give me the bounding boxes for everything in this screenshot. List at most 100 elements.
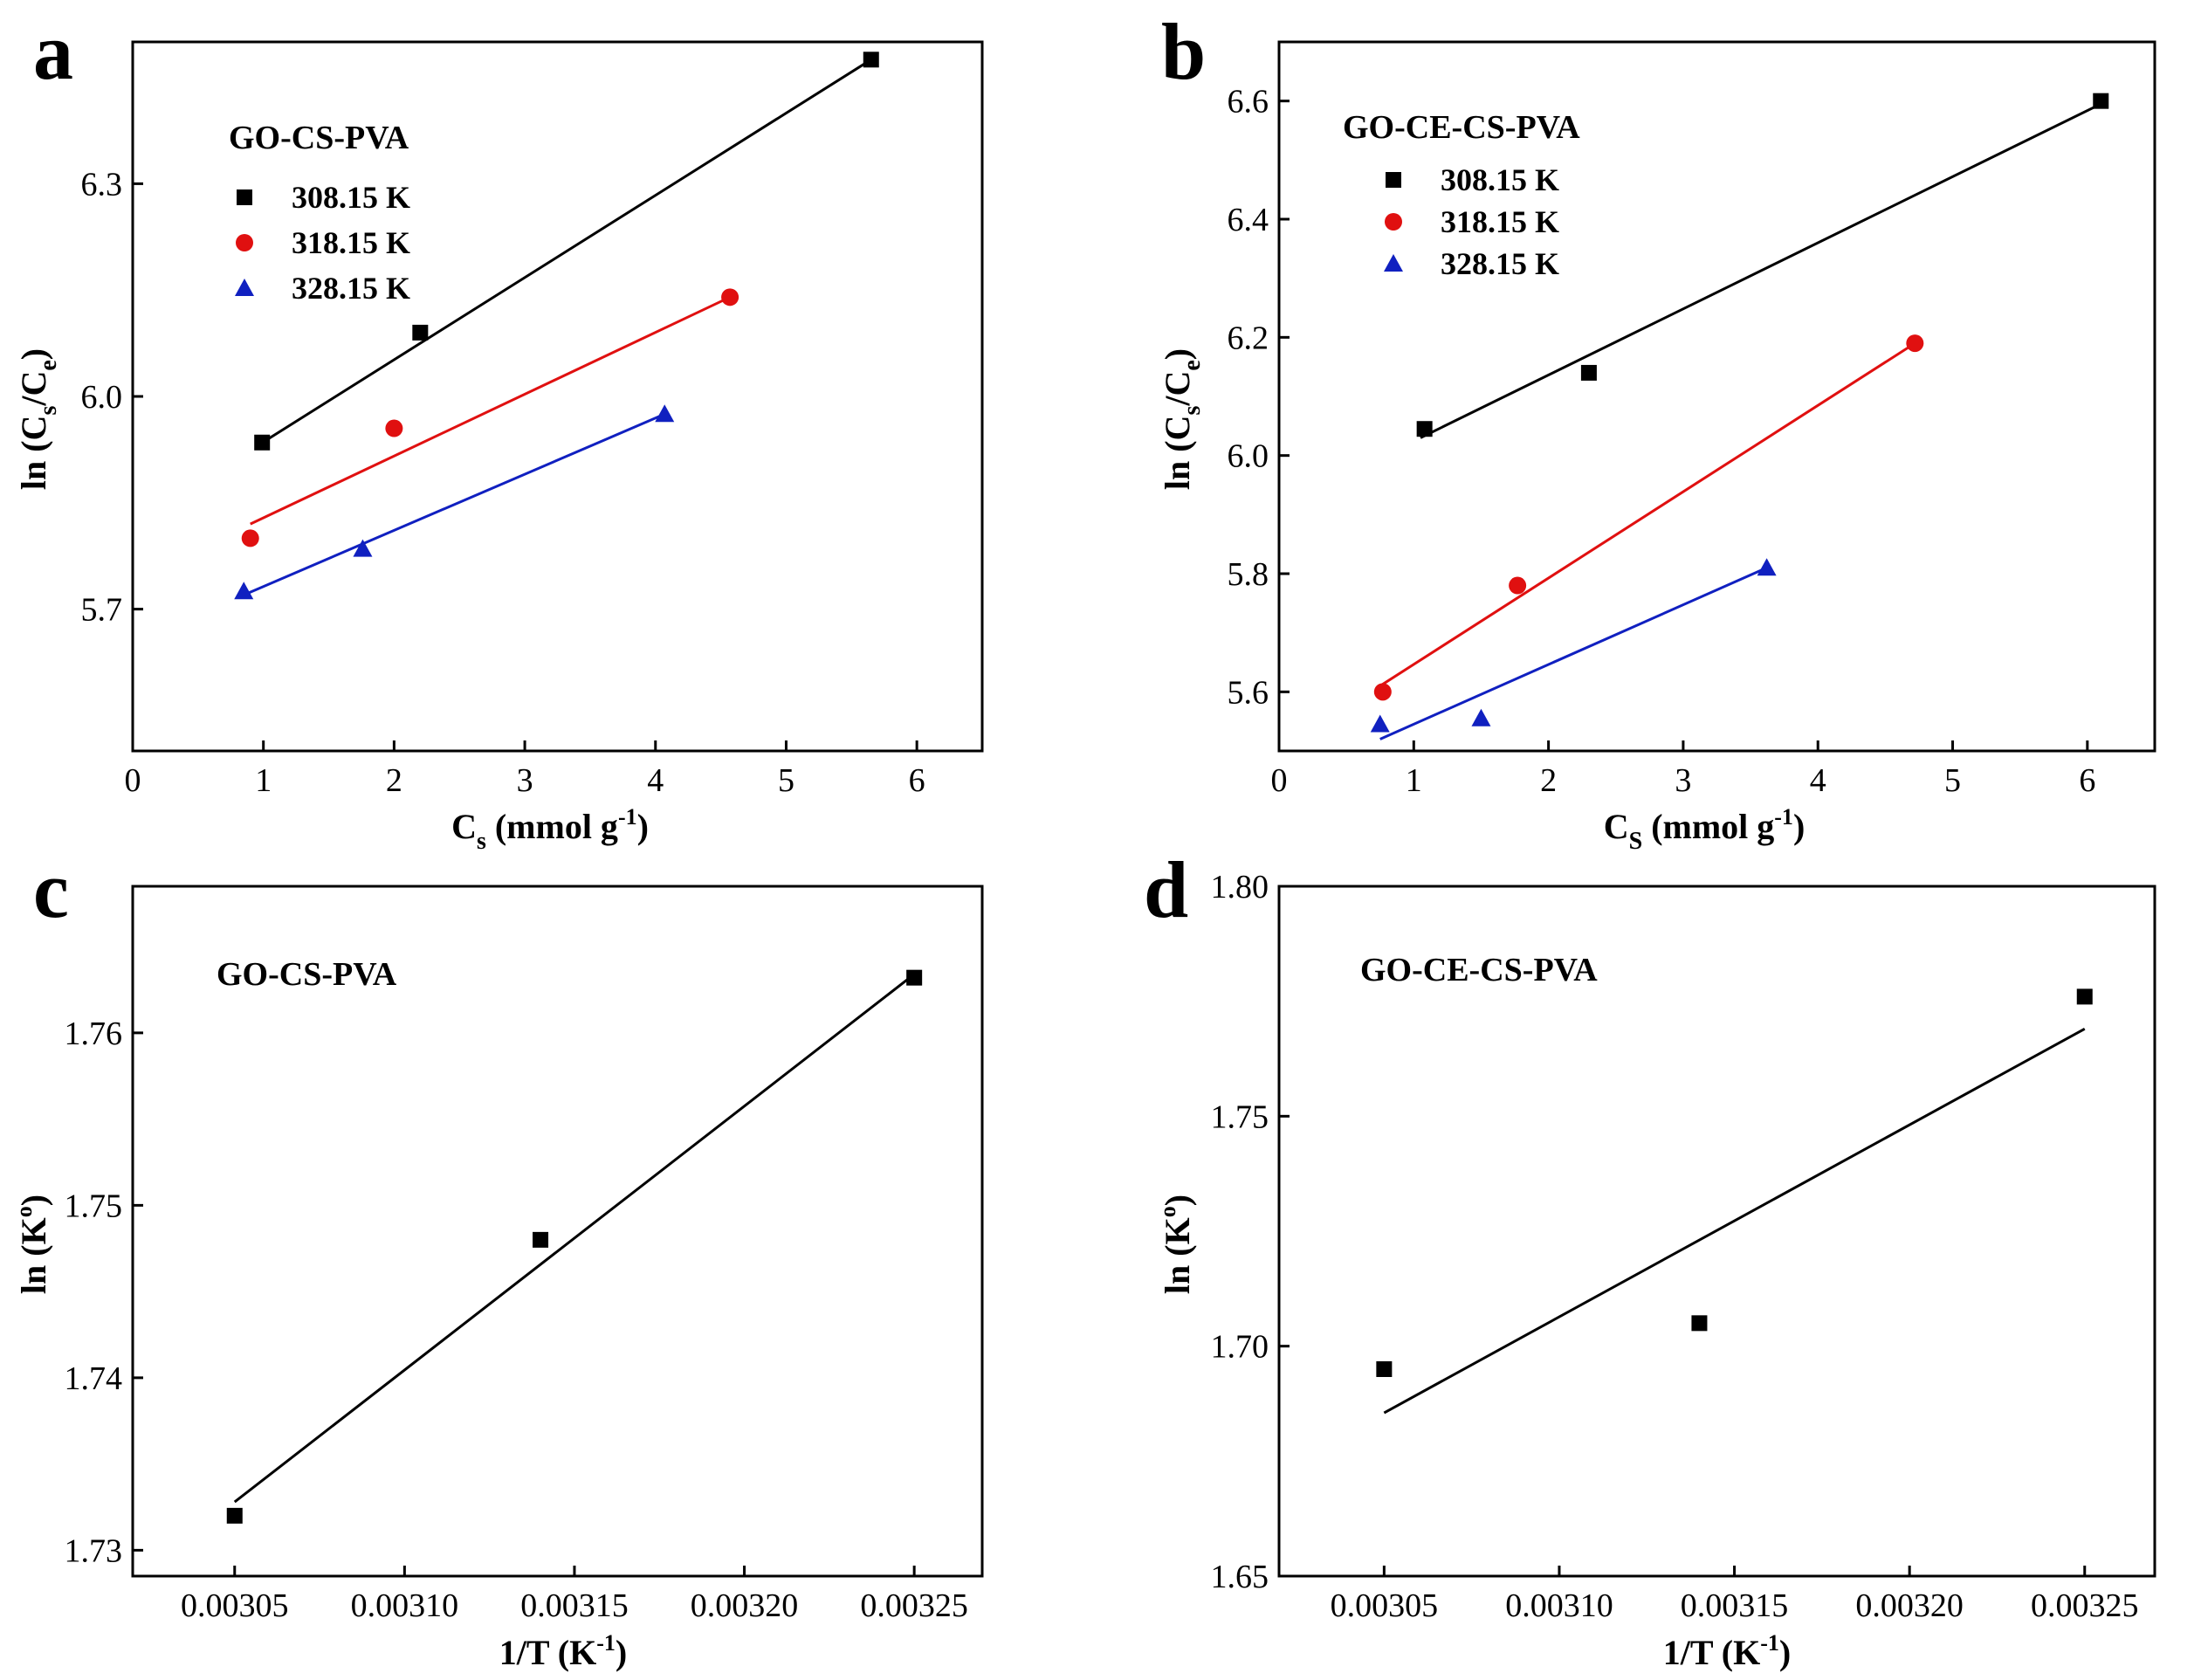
x-tick-label-c: 0.00320 — [691, 1587, 799, 1624]
panel-a: a 0 1 2 3 4 5 6 5.7 6.0 6.3 308.15 K 318.15 K 328.15… — [14, 7, 984, 855]
legend-label-a-2: 328.15 K — [292, 271, 410, 306]
panel-letter-c: c — [33, 845, 69, 934]
data-point-a-0 — [412, 324, 429, 341]
data-point-d-0 — [2076, 988, 2093, 1005]
x-tick-label-d: 0.00310 — [1505, 1587, 1613, 1624]
annotation-c: GO-CS-PVA — [217, 956, 397, 993]
plot-frame-d — [1277, 885, 2156, 1578]
data-point-b-0 — [2093, 93, 2109, 109]
y-tick-label-b: 6.4 — [1228, 202, 1269, 238]
legend-marker-a-0 — [237, 189, 252, 205]
data-point-d-0 — [1691, 1315, 1708, 1332]
y-tick-label-c: 1.75 — [65, 1188, 123, 1224]
fit-line-d-0 — [1383, 1027, 2086, 1415]
panel-letter-b: b — [1161, 7, 1206, 96]
svg-text:1/T (K-1): 1/T (K-1) — [1663, 1630, 1792, 1672]
y-tick-label-a: 6.3 — [81, 166, 123, 203]
panel-letter-d: d — [1144, 845, 1188, 934]
annotation-d: GO-CE-CS-PVA — [1360, 952, 1598, 988]
plot-frame-b — [1277, 40, 2156, 753]
legend-label-a-0: 308.15 K — [292, 180, 410, 215]
data-point-a-1 — [241, 529, 259, 547]
panel-b: b 0 1 2 3 4 5 6 5.6 5.8 6.0 6.2 6.4 6.6 308.15 K 318.1… — [1158, 7, 2156, 855]
x-tick-label-b: 4 — [1810, 762, 1826, 799]
legend-marker-a-1 — [236, 234, 253, 251]
y-tick-label-b: 6.0 — [1228, 438, 1269, 475]
x-tick-label-a: 6 — [909, 762, 925, 799]
panel-c: c 0.00305 0.00310 0.00315 0.00320 0.00325 1.7… — [11, 845, 984, 1672]
fit-line-a-2 — [243, 412, 665, 596]
x-tick-label-d: 0.00315 — [1681, 1587, 1789, 1624]
svg-text:ln (Cs/Ce): ln (Cs/Ce) — [1158, 348, 1206, 490]
x-tick-label-a: 1 — [255, 762, 272, 799]
y-tick-label-b: 6.6 — [1228, 84, 1269, 120]
data-point-d-0 — [1376, 1361, 1393, 1377]
x-tick-label-a: 5 — [778, 762, 794, 799]
plot-b: 0 1 2 3 4 5 6 5.6 5.8 6.0 6.2 6.4 6.6 308.15 K 318.15 … — [1228, 40, 2156, 799]
data-point-a-0 — [863, 52, 879, 68]
data-point-a-1 — [721, 288, 739, 306]
svg-text:CS (mmol g-1): CS (mmol g-1) — [1604, 804, 1806, 855]
legend-label-b-1: 318.15 K — [1441, 204, 1559, 239]
x-tick-label-b: 0 — [1271, 762, 1288, 799]
plot-c: 0.00305 0.00310 0.00315 0.00320 0.00325 1.73 1… — [65, 885, 984, 1624]
fit-line-a-1 — [250, 295, 731, 526]
x-tick-label-a: 4 — [647, 762, 664, 799]
plot-a: 0 1 2 3 4 5 6 5.7 6.0 6.3 308.15 K 318.15 K 328.15 K — [81, 40, 984, 799]
data-point-b-1 — [1906, 334, 1924, 353]
xlabel-c: 1/T (K-1) — [499, 1630, 628, 1672]
plot-d: 0.00305 0.00310 0.00315 0.00320 0.00325 1.65 1… — [1211, 869, 2156, 1624]
y-tick-label-b: 6.2 — [1228, 320, 1269, 356]
panel-d: d 0.00305 0.00310 0.00315 0.00320 0.00325 1.6… — [1144, 845, 2156, 1672]
legend-marker-b-0 — [1386, 172, 1401, 188]
svg-text:ln (Ko): ln (Ko) — [1155, 1195, 1197, 1294]
svg-text:1/T (K-1): 1/T (K-1) — [499, 1630, 628, 1672]
ylabel-a: ln (Cs/Ce) — [14, 348, 62, 490]
svg-text:ln (Ko): ln (Ko) — [11, 1195, 53, 1294]
panel-letter-a: a — [33, 7, 73, 96]
x-tick-label-a: 2 — [386, 762, 402, 799]
xlabel-b: CS (mmol g-1) — [1604, 804, 1806, 855]
xlabel-d: 1/T (K-1) — [1663, 1630, 1792, 1672]
x-tick-label-d: 0.00325 — [2031, 1587, 2139, 1624]
ylabel-b: ln (Cs/Ce) — [1158, 348, 1206, 490]
data-point-a-1 — [385, 419, 403, 437]
svg-text:ln (Cs/Ce): ln (Cs/Ce) — [14, 348, 62, 490]
fit-line-b-2 — [1379, 566, 1768, 740]
y-tick-label-c: 1.73 — [65, 1532, 123, 1569]
xlabel-a: Cs (mmol g-1) — [451, 804, 649, 855]
y-tick-label-c: 1.76 — [65, 1016, 123, 1052]
y-tick-label-d: 1.65 — [1211, 1559, 1269, 1595]
x-tick-label-a: 3 — [517, 762, 533, 799]
annotation-b: GO-CE-CS-PVA — [1343, 109, 1580, 146]
y-tick-label-d: 1.80 — [1211, 869, 1269, 905]
x-tick-label-c: 0.00325 — [860, 1587, 968, 1624]
x-tick-label-d: 0.00320 — [1855, 1587, 1964, 1624]
data-point-a-2 — [655, 404, 675, 423]
y-tick-label-a: 5.7 — [81, 592, 123, 629]
x-tick-label-d: 0.00305 — [1331, 1587, 1439, 1624]
data-point-a-2 — [234, 582, 254, 600]
legend-marker-a-2 — [235, 279, 254, 296]
x-tick-label-c: 0.00315 — [520, 1587, 629, 1624]
svg-text:Cs (mmol g-1): Cs (mmol g-1) — [451, 804, 649, 855]
fit-line-c-0 — [233, 973, 916, 1504]
y-tick-label-b: 5.8 — [1228, 556, 1269, 593]
annotation-a: GO-CS-PVA — [229, 120, 409, 156]
data-point-b-0 — [1580, 364, 1597, 381]
data-point-a-2 — [353, 539, 373, 557]
data-point-b-2 — [1370, 714, 1390, 733]
data-point-c-0 — [906, 969, 923, 986]
y-tick-label-c: 1.74 — [65, 1360, 123, 1397]
y-tick-label-b: 5.6 — [1228, 674, 1269, 711]
x-tick-label-b: 3 — [1675, 762, 1691, 799]
legend-label-a-1: 318.15 K — [292, 225, 410, 260]
data-point-b-2 — [1471, 708, 1491, 726]
data-point-b-2 — [1757, 558, 1777, 576]
legend-label-b-2: 328.15 K — [1441, 246, 1559, 281]
data-point-b-1 — [1373, 683, 1392, 701]
legend-label-b-0: 308.15 K — [1441, 162, 1559, 197]
fit-line-b-0 — [1420, 102, 2101, 439]
legend-marker-b-1 — [1385, 213, 1402, 231]
